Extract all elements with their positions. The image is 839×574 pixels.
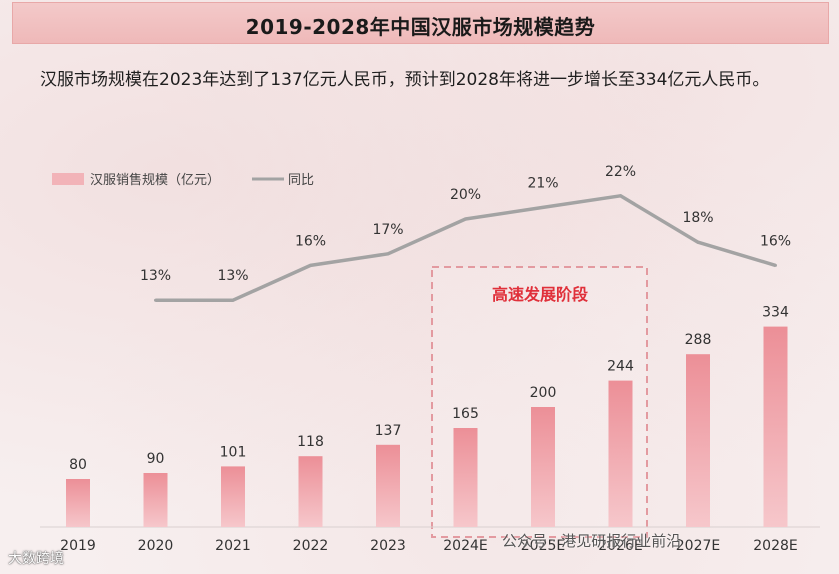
- annotation-label: 高速发展阶段: [492, 285, 589, 304]
- bar-value-label: 90: [147, 451, 165, 467]
- x-tick-label: 2026E: [598, 538, 642, 554]
- bar-2025E: [531, 407, 555, 527]
- bar-2021: [221, 466, 245, 527]
- yoy-value-label: 13%: [140, 268, 171, 284]
- legend-line-label: 同比: [288, 173, 314, 188]
- legend: 汉服销售规模（亿元） 同比: [52, 172, 314, 188]
- bar-value-label: 80: [69, 457, 87, 473]
- description-text: 汉服市场规模在2023年达到了137亿元人民币，预计到2028年将进一步增长至3…: [40, 70, 770, 90]
- bar-2028E: [763, 326, 788, 527]
- x-tick-label: 2023: [370, 538, 406, 554]
- bar-2024E: [453, 428, 478, 527]
- bar-value-label: 101: [220, 444, 247, 460]
- bar-value-label: 288: [685, 332, 712, 348]
- bar-2019: [66, 479, 90, 527]
- bar-value-label: 200: [530, 385, 557, 401]
- yoy-value-label: 20%: [450, 187, 481, 203]
- x-tick-label: 2025E: [521, 538, 565, 554]
- yoy-point: [619, 194, 622, 198]
- yoy-point: [231, 298, 235, 302]
- yoy-point: [309, 263, 312, 267]
- x-tick-label: 2020: [138, 538, 174, 554]
- bar-2026E: [608, 380, 633, 527]
- bar-2020: [143, 473, 168, 527]
- yoy-value-label: 17%: [372, 222, 403, 238]
- bar-2023: [376, 444, 400, 527]
- yoy-point: [154, 298, 157, 302]
- bar-2022: [298, 456, 323, 527]
- bar-value-label: 334: [762, 305, 789, 321]
- x-tick-label: 2021: [215, 538, 251, 554]
- yoy-point: [696, 240, 700, 244]
- yoy-point: [774, 263, 777, 267]
- yoy-value-label: 16%: [760, 233, 791, 249]
- yoy-value-label: 16%: [295, 233, 326, 249]
- yoy-point: [541, 205, 545, 209]
- bar-2027E: [686, 354, 710, 527]
- bar-value-label: 165: [452, 406, 479, 422]
- page-title: 2019-2028年中国汉服市场规模趋势: [245, 15, 596, 39]
- bar-value-label: 137: [375, 423, 402, 439]
- yoy-point: [464, 217, 467, 221]
- yoy-value-label: 22%: [605, 164, 636, 180]
- x-tick-label: 2024E: [443, 538, 487, 554]
- watermark-left: 大数跨境: [8, 551, 64, 567]
- bar-value-label: 118: [297, 434, 324, 450]
- yoy-value-label: 21%: [527, 175, 558, 191]
- bar-value-label: 244: [607, 359, 634, 375]
- yoy-value-label: 18%: [682, 210, 713, 226]
- yoy-value-label: 13%: [217, 268, 248, 284]
- x-tick-label: 2019: [60, 538, 96, 554]
- yoy-point: [386, 252, 390, 256]
- x-tick-label: 2028E: [753, 538, 797, 554]
- title-band: 2019-2028年中国汉服市场规模趋势: [12, 2, 829, 44]
- x-tick-label: 2027E: [676, 538, 720, 554]
- x-tick-label: 2022: [293, 538, 329, 554]
- legend-bar-swatch: [52, 173, 84, 185]
- watermark-right: 公众号 · 港见研报行业前沿: [502, 532, 682, 550]
- legend-bar-label: 汉服销售规模（亿元）: [90, 172, 220, 188]
